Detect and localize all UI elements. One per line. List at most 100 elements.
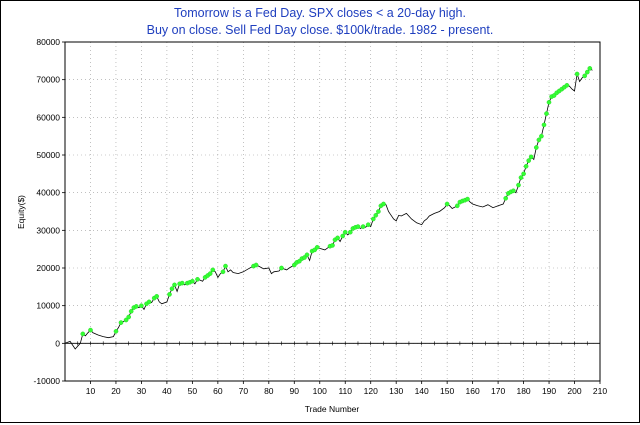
win-marker bbox=[253, 262, 259, 268]
win-marker bbox=[342, 229, 348, 235]
x-tick-labels: 10 20 30 40 50 60 70 80 90 100 110 120 130 140 150 160 1… bbox=[86, 381, 607, 396]
win-marker bbox=[370, 216, 376, 222]
win-marker bbox=[128, 308, 134, 314]
x-tick-label: 150 bbox=[440, 386, 454, 396]
win-marker bbox=[511, 188, 516, 194]
y-axis-label: Equity($) bbox=[16, 195, 26, 229]
plot-area bbox=[64, 41, 601, 382]
win-marker bbox=[444, 201, 450, 207]
win-marker bbox=[139, 303, 144, 309]
grid-lines bbox=[65, 42, 600, 381]
win-marker bbox=[330, 243, 335, 248]
win-marker bbox=[126, 314, 131, 320]
win-marker bbox=[521, 171, 526, 177]
win-marker bbox=[113, 328, 119, 334]
win-marker bbox=[179, 280, 185, 286]
win-marker bbox=[381, 201, 386, 207]
win-marker bbox=[133, 304, 139, 309]
win-marker bbox=[544, 111, 549, 116]
x-tick-label: 50 bbox=[188, 386, 198, 396]
y-tick-label: 10000 bbox=[36, 301, 60, 311]
y-tick-label: 70000 bbox=[36, 75, 60, 85]
x-tick-label: 130 bbox=[389, 386, 403, 396]
x-tick-label: 190 bbox=[542, 386, 556, 396]
x-tick-label: 180 bbox=[516, 386, 530, 396]
win-marker bbox=[355, 224, 361, 229]
equity-line bbox=[64, 67, 593, 350]
win-marker bbox=[376, 209, 381, 214]
win-marker bbox=[582, 73, 588, 79]
y-tick-labels: -10000 0 10000 20000 30000 40000 50000 60000 700… bbox=[34, 37, 65, 386]
chart-title-line-2: Buy on close. Sell Fed Day close. $100k/… bbox=[147, 23, 494, 37]
win-marker bbox=[534, 145, 539, 150]
win-marker bbox=[526, 158, 532, 163]
win-marker bbox=[223, 263, 228, 269]
x-tick-label: 90 bbox=[290, 386, 300, 396]
win-marker bbox=[220, 269, 226, 275]
x-tick-label: 200 bbox=[567, 386, 581, 396]
win-marker bbox=[360, 224, 366, 229]
win-marker bbox=[172, 282, 177, 288]
x-tick-label: 40 bbox=[162, 386, 172, 396]
win-marker bbox=[123, 317, 129, 323]
chart-title-line-1: Tomorrow is a Fed Day. SPX closes < a 20… bbox=[174, 6, 466, 20]
x-tick-label: 100 bbox=[313, 386, 327, 396]
y-tick-label: 30000 bbox=[36, 225, 60, 235]
win-marker bbox=[154, 293, 159, 299]
winning-trade-markers bbox=[80, 66, 593, 337]
win-marker bbox=[518, 175, 524, 180]
win-marker bbox=[279, 265, 284, 271]
win-marker bbox=[167, 292, 172, 297]
win-marker bbox=[207, 271, 213, 276]
x-tick-label: 20 bbox=[111, 386, 121, 396]
win-marker bbox=[210, 267, 216, 273]
win-marker bbox=[88, 327, 93, 333]
y-tick-label: 40000 bbox=[36, 188, 60, 198]
x-tick-label: 80 bbox=[264, 386, 274, 396]
win-marker bbox=[347, 229, 353, 235]
win-marker bbox=[304, 252, 310, 258]
win-marker bbox=[564, 83, 570, 88]
win-marker bbox=[465, 196, 470, 202]
win-marker bbox=[503, 195, 509, 201]
x-tick-label: 120 bbox=[364, 386, 378, 396]
y-tick-label: 0 bbox=[55, 338, 60, 348]
y-tick-label: -10000 bbox=[34, 376, 61, 386]
win-marker bbox=[340, 233, 346, 239]
x-tick-label: 30 bbox=[137, 386, 147, 396]
zero-axis bbox=[64, 341, 601, 346]
win-marker bbox=[146, 299, 152, 305]
x-tick-label: 110 bbox=[338, 386, 352, 396]
y-tick-label: 60000 bbox=[36, 112, 60, 122]
win-marker bbox=[195, 276, 200, 282]
y-tick-label: 80000 bbox=[36, 37, 60, 47]
x-tick-label: 140 bbox=[415, 386, 429, 396]
win-marker bbox=[585, 69, 590, 75]
win-marker bbox=[523, 163, 529, 169]
win-marker bbox=[587, 66, 593, 71]
x-tick-label: 170 bbox=[491, 386, 505, 396]
y-tick-label: 50000 bbox=[36, 150, 60, 160]
win-marker bbox=[528, 154, 534, 160]
win-marker bbox=[574, 71, 580, 77]
win-marker bbox=[80, 331, 86, 337]
win-marker bbox=[365, 222, 371, 227]
win-marker bbox=[541, 122, 547, 128]
x-axis-label: Trade Number bbox=[305, 404, 360, 414]
win-marker bbox=[118, 320, 124, 325]
win-marker bbox=[536, 137, 542, 143]
win-marker bbox=[335, 235, 340, 241]
win-marker bbox=[539, 133, 544, 139]
win-marker bbox=[454, 203, 460, 209]
win-marker bbox=[314, 244, 320, 250]
x-tick-label: 160 bbox=[466, 386, 480, 396]
x-tick-label: 210 bbox=[593, 386, 607, 396]
win-marker bbox=[546, 100, 552, 105]
win-marker bbox=[373, 212, 379, 218]
x-tick-label: 60 bbox=[213, 386, 223, 396]
win-marker bbox=[169, 286, 175, 292]
win-marker bbox=[516, 182, 521, 188]
win-marker bbox=[190, 278, 195, 284]
